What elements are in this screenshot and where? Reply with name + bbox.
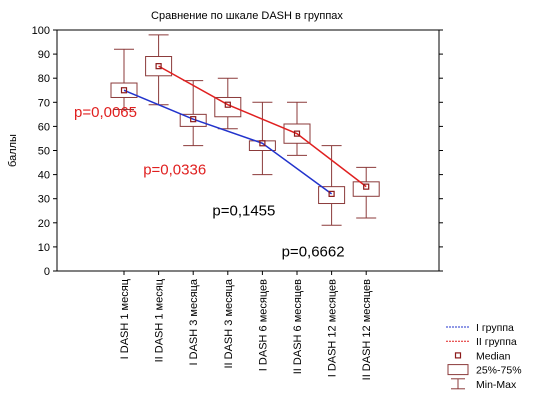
x-category-label: I DASH 1 месяц bbox=[119, 278, 131, 359]
series-line-1 bbox=[123, 89, 333, 195]
legend-item-group1: I группа bbox=[446, 322, 514, 334]
box-3 bbox=[214, 77, 242, 130]
plot-frame bbox=[56, 29, 440, 272]
y-tick-label: 40 bbox=[38, 170, 50, 182]
y-axis-title: баллы bbox=[7, 134, 19, 167]
box-iqr bbox=[318, 186, 346, 205]
median-marker bbox=[155, 63, 162, 70]
x-category-label: I DASH 3 месяца bbox=[188, 278, 200, 365]
y-tick-label: 80 bbox=[38, 73, 50, 85]
legend-item-median: Median bbox=[454, 350, 511, 362]
median-marker bbox=[328, 190, 335, 197]
p-value-annotation: p=0,1455 bbox=[212, 203, 275, 220]
legend-item-whisker: Min-Max bbox=[451, 378, 517, 391]
box-iqr bbox=[110, 82, 138, 98]
legend-label: Min-Max bbox=[476, 379, 517, 391]
series-line-2 bbox=[158, 65, 367, 188]
median-marker bbox=[293, 130, 301, 137]
legend-label: I группа bbox=[476, 322, 514, 334]
box-6 bbox=[318, 145, 346, 226]
x-category-label: I DASH 12 месяцев bbox=[327, 279, 339, 377]
box-1 bbox=[145, 34, 173, 106]
x-category-label: I DASH 6 месяцев bbox=[257, 279, 269, 371]
x-category-label: II DASH 12 месяцев bbox=[361, 279, 373, 381]
box-iqr bbox=[145, 56, 173, 77]
p-value-annotation: p=0,6662 bbox=[282, 244, 345, 261]
y-tick-label: 90 bbox=[38, 49, 50, 61]
x-category-label: II DASH 6 месяцев bbox=[292, 279, 304, 374]
box-0 bbox=[110, 48, 138, 111]
legend-label: Median bbox=[476, 350, 511, 362]
median-marker bbox=[259, 140, 266, 147]
y-tick-label: 30 bbox=[38, 194, 50, 206]
y-tick-label: 70 bbox=[38, 97, 50, 109]
legend: I группа II группа Median 25%-75% Min-Max bbox=[446, 322, 522, 391]
legend-label: 25%-75% bbox=[476, 365, 522, 377]
median-marker bbox=[224, 101, 231, 108]
legend-box-swatch bbox=[447, 364, 469, 376]
y-tick-label: 20 bbox=[38, 218, 50, 230]
legend-item-group2: II группа bbox=[446, 336, 517, 348]
x-category-label: II DASH 1 месяц bbox=[154, 278, 166, 362]
p-value-annotation: p=0,0065 bbox=[74, 104, 137, 121]
y-tick-label: 60 bbox=[38, 121, 50, 133]
p-value-annotation: p=0,0336 bbox=[143, 162, 206, 179]
plot-area: 0 10 20 30 40 50 60 70 80 90 100 I DASH 1 месяц II D… bbox=[32, 25, 443, 380]
box-4 bbox=[248, 101, 276, 176]
box-7 bbox=[352, 166, 380, 219]
y-tick-label: 100 bbox=[32, 25, 50, 37]
box-5 bbox=[283, 101, 311, 156]
chart-title: Сравнение по шкале DASH в группах bbox=[151, 10, 343, 22]
box-iqr bbox=[352, 181, 380, 197]
y-tick-label: 10 bbox=[38, 242, 50, 254]
box-iqr bbox=[214, 96, 242, 118]
median-marker bbox=[120, 87, 128, 94]
box-iqr bbox=[283, 123, 311, 144]
legend-median-swatch bbox=[454, 352, 462, 359]
median-marker bbox=[363, 183, 370, 190]
box-iqr bbox=[179, 113, 207, 127]
x-category-label: II DASH 3 месяца bbox=[223, 278, 235, 368]
legend-item-box: 25%-75% bbox=[447, 364, 522, 377]
legend-label: II группа bbox=[476, 336, 517, 348]
y-tick-label: 0 bbox=[44, 266, 50, 278]
median-marker bbox=[190, 116, 197, 123]
y-tick-label: 50 bbox=[38, 146, 50, 158]
